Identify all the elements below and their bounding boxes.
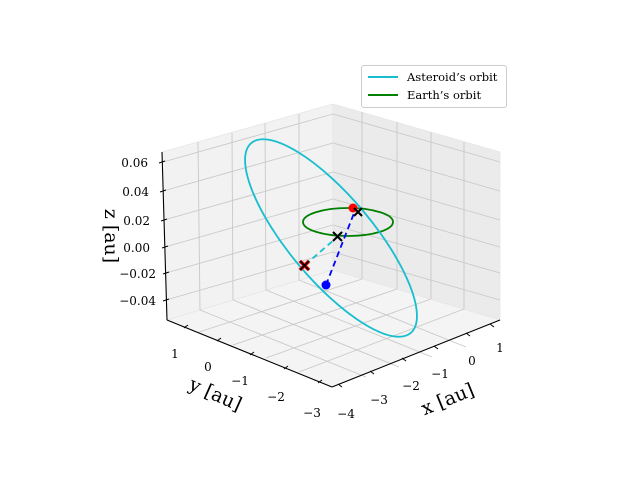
cross-marker-red: [298, 259, 311, 272]
legend-label: Asteroid’s orbit: [407, 70, 498, 84]
y-tick: −2: [267, 390, 285, 404]
earth-orbit: [302, 207, 394, 237]
blue-point-marker: [321, 280, 331, 290]
y-tick: 1: [171, 347, 179, 361]
y-tick-labels: 1 0 −1 −2 −3: [171, 347, 321, 420]
z-tick: 0.02: [123, 214, 150, 228]
axis-lines: [161, 151, 501, 388]
y-tick: 0: [204, 360, 212, 374]
legend-label: Earth’s orbit: [407, 88, 482, 102]
z-tick: 0.06: [121, 156, 148, 170]
x-tick: 0: [468, 354, 476, 368]
x-axis-label: x [au]: [418, 379, 477, 420]
legend-swatch-earth: [368, 94, 398, 96]
z-tick-labels: 0.06 0.04 0.02 0.00 −0.02 −0.04: [119, 156, 156, 308]
legend-item-asteroid: Asteroid’s orbit: [368, 68, 497, 86]
y-tick: −3: [303, 406, 321, 420]
blue-dashed-line: [325, 207, 357, 286]
y-tick: −1: [231, 374, 249, 388]
asteroid-orbit: [244, 138, 418, 338]
x-tick: −1: [431, 367, 449, 381]
z-tick: −0.04: [119, 294, 156, 308]
x-axis-line: [331, 319, 501, 388]
z-axis-line: [161, 151, 168, 321]
cross-marker-near-earth-orbit: [353, 207, 363, 217]
legend: Asteroid’s orbit Earth’s orbit: [361, 65, 507, 108]
gridlines: [162, 112, 501, 378]
y-axis-line: [166, 319, 333, 388]
x-tick: 1: [496, 341, 504, 355]
x-tick: −4: [337, 407, 355, 421]
z-tick: −0.02: [119, 267, 156, 281]
z-tick: 0.04: [122, 185, 149, 199]
legend-item-earth: Earth’s orbit: [368, 86, 481, 104]
x-tick: −3: [370, 393, 388, 407]
legend-swatch-asteroid: [368, 76, 398, 78]
x-tick-labels: −4 −3 −2 −1 0 1: [337, 341, 504, 421]
axis-ticks: [158, 160, 495, 388]
x-tick: −2: [402, 379, 420, 393]
z-tick: 0.00: [123, 241, 150, 255]
cross-marker-center: [332, 231, 343, 242]
z-axis-label: z [au]: [100, 209, 122, 263]
